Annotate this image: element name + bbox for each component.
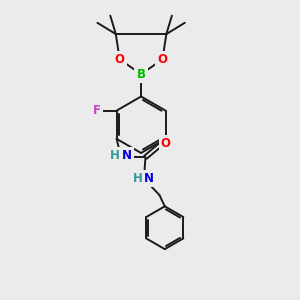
Text: F: F (93, 104, 101, 117)
Text: B: B (136, 68, 146, 81)
Text: H: H (133, 172, 143, 185)
Text: O: O (158, 53, 167, 66)
Text: N: N (122, 149, 131, 162)
Text: H: H (110, 149, 120, 162)
Text: O: O (161, 137, 171, 150)
Text: N: N (144, 172, 154, 185)
Text: O: O (115, 53, 125, 66)
